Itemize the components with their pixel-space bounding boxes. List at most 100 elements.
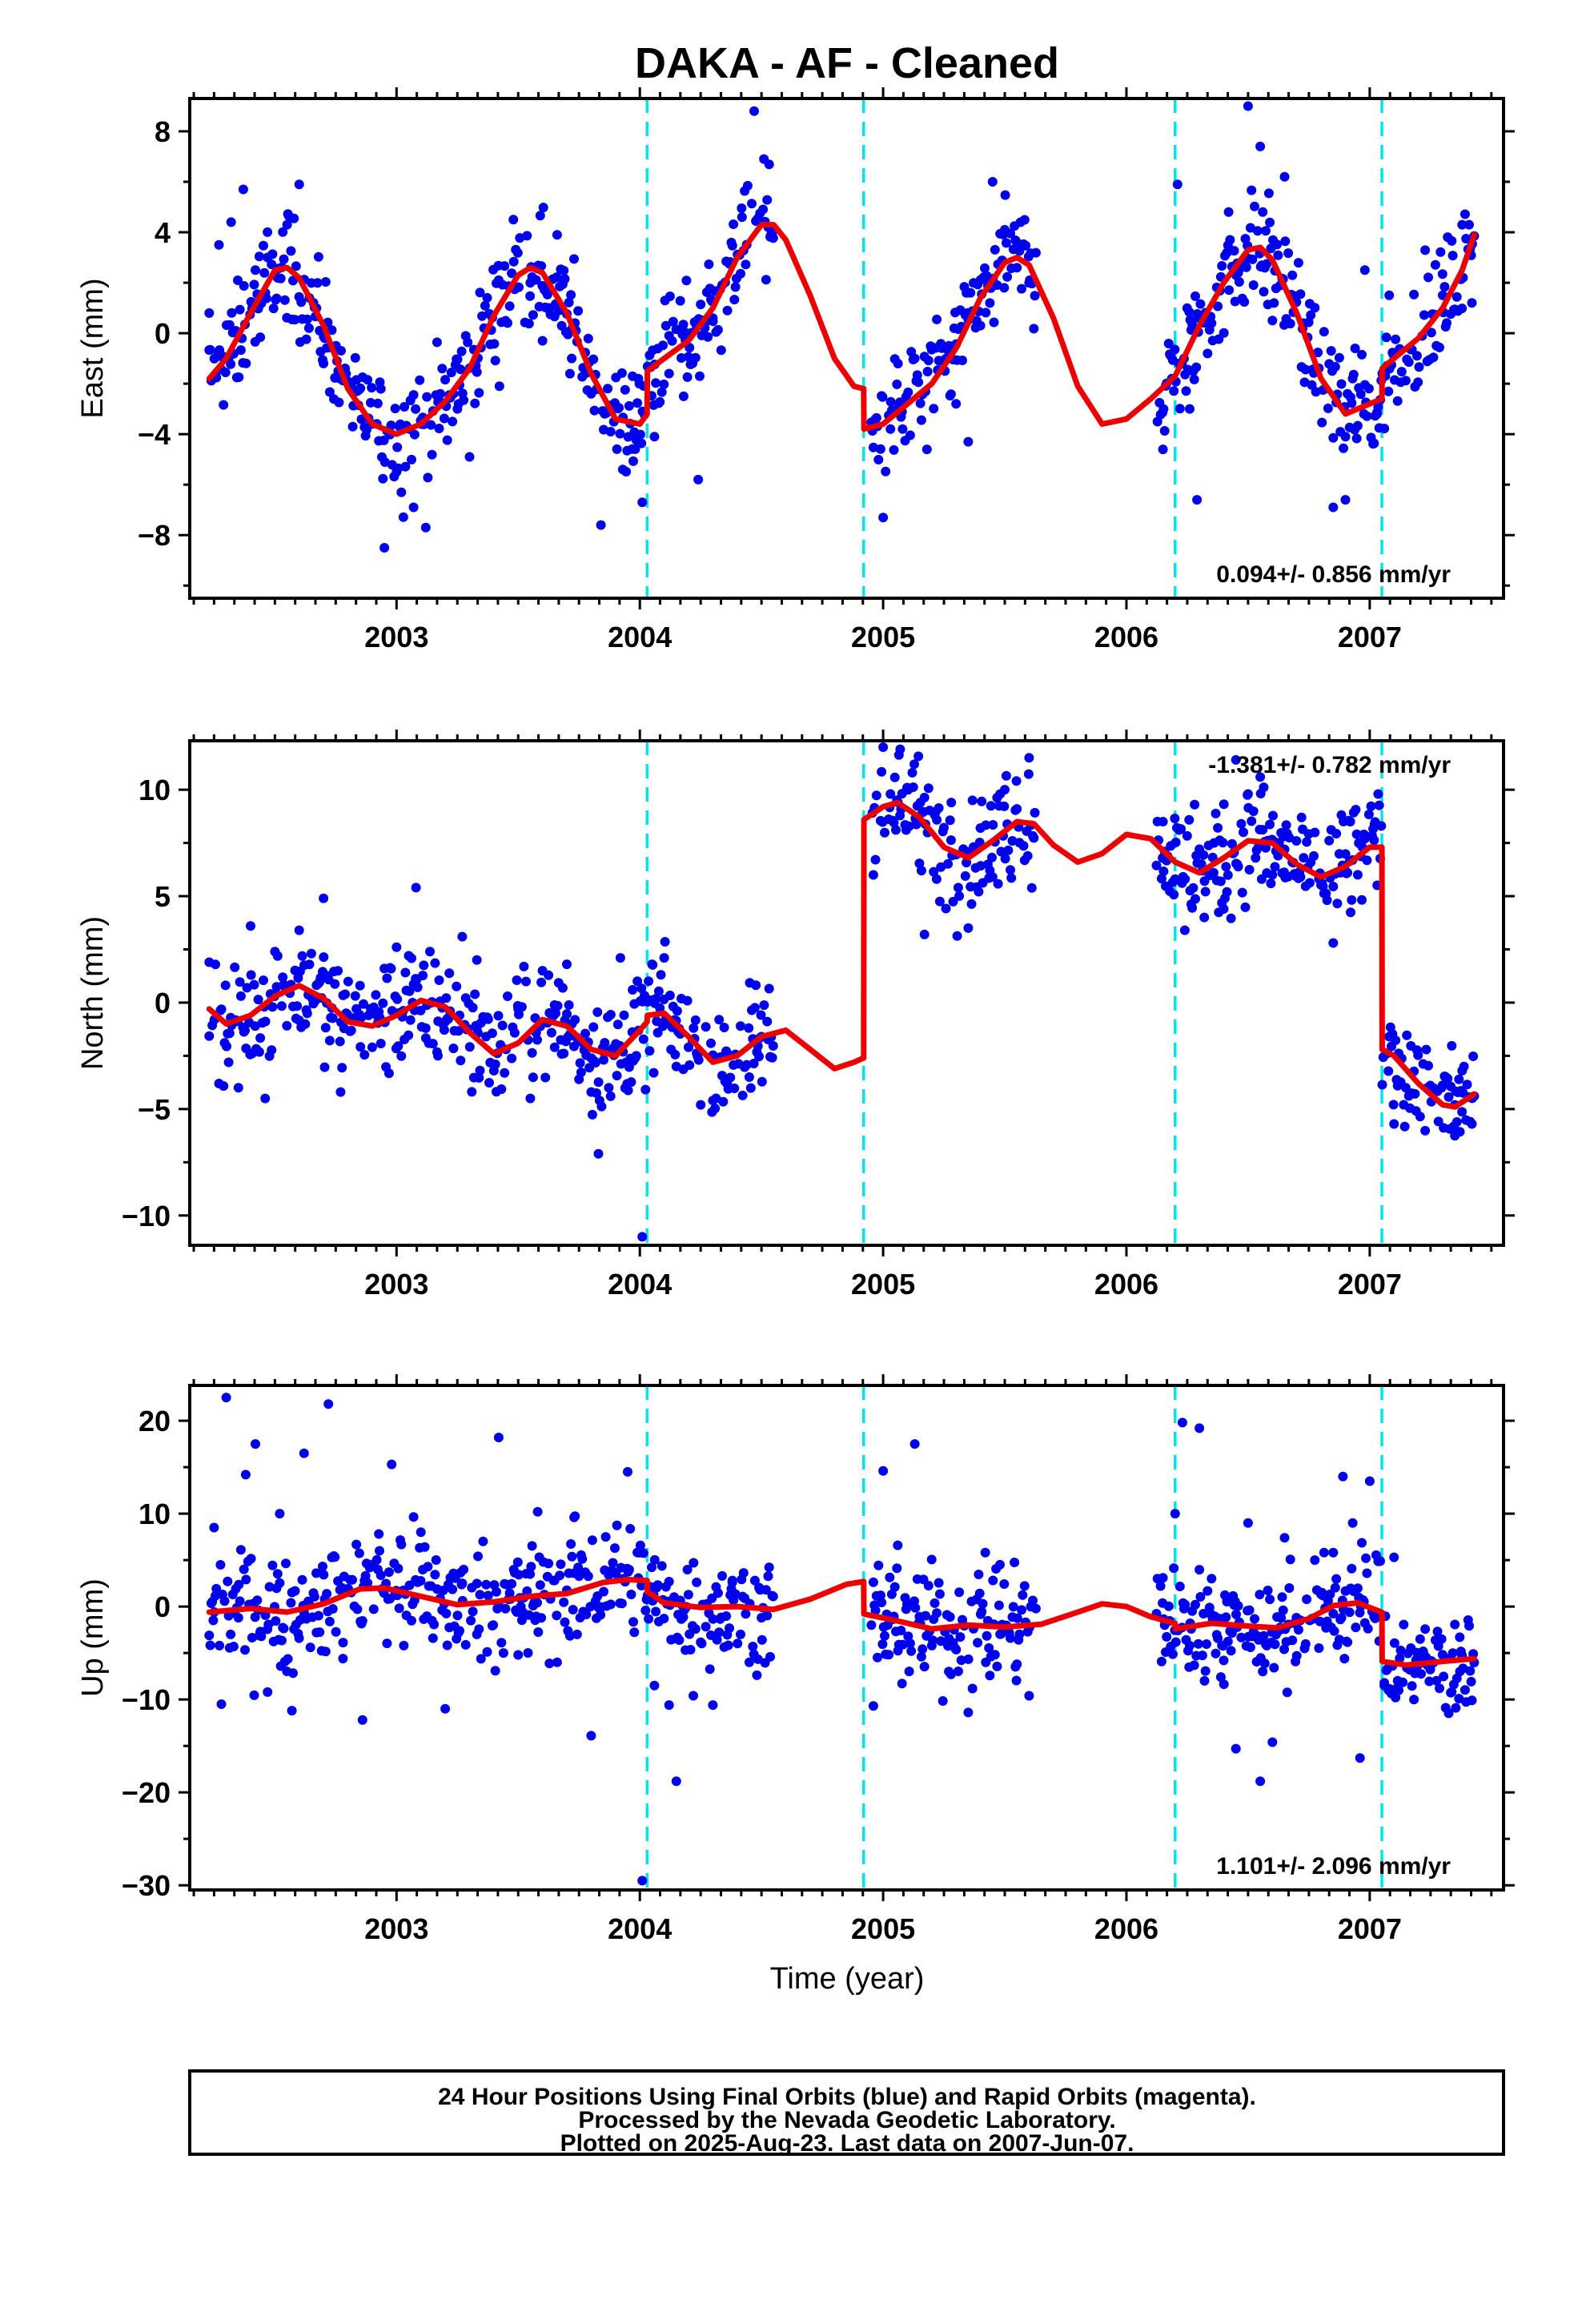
data-point [1006, 873, 1017, 883]
data-point [889, 444, 899, 455]
data-point [988, 820, 998, 830]
data-point [340, 989, 351, 999]
data-point [1348, 369, 1359, 380]
data-point [223, 1576, 233, 1586]
data-point [1158, 1573, 1168, 1583]
data-point [337, 1063, 347, 1073]
data-point [644, 1614, 654, 1624]
data-point [208, 1615, 219, 1626]
data-point [596, 520, 606, 530]
data-point [464, 1042, 475, 1052]
points-up [204, 1393, 1480, 1886]
data-point [1221, 1612, 1231, 1622]
data-point [398, 512, 408, 522]
footer-line-3: Plotted on 2025-Aug-23. Last data on 200… [560, 2130, 1134, 2157]
data-point [532, 1506, 543, 1517]
data-point [255, 1033, 266, 1043]
data-point [1347, 1518, 1358, 1528]
data-point [737, 203, 747, 213]
data-point [1396, 367, 1407, 377]
data-point [303, 323, 314, 333]
data-point [640, 1084, 651, 1095]
data-point [205, 1640, 215, 1651]
data-point [926, 1554, 937, 1565]
data-point [281, 1558, 291, 1569]
data-point [725, 1623, 734, 1634]
data-point [1395, 1645, 1406, 1655]
data-point [1391, 334, 1401, 344]
data-point [542, 289, 552, 300]
data-point [489, 339, 500, 349]
data-point [292, 1001, 303, 1011]
data-point [1215, 876, 1226, 887]
data-point [575, 1058, 585, 1068]
data-point [868, 1701, 878, 1711]
data-point [552, 230, 562, 240]
data-point [1191, 291, 1200, 301]
data-point [977, 1606, 987, 1617]
data-point [378, 473, 388, 484]
data-point [559, 1048, 569, 1059]
data-point [1269, 1663, 1279, 1673]
data-point [981, 308, 991, 318]
data-point [889, 772, 900, 782]
plot-frame [188, 97, 1505, 600]
data-point [975, 823, 986, 833]
data-point [630, 444, 640, 454]
data-point [391, 942, 402, 952]
data-point [1362, 411, 1372, 421]
data-point [275, 1509, 285, 1519]
data-point [1287, 270, 1298, 280]
x-tick-label: 2003 [364, 1912, 428, 1945]
data-point [306, 948, 316, 959]
data-point [617, 464, 628, 475]
data-point [350, 991, 360, 1001]
data-point [885, 1572, 895, 1582]
data-point [1347, 895, 1357, 905]
data-point [239, 1564, 249, 1574]
data-point [1026, 883, 1037, 893]
data-point [951, 399, 962, 409]
data-point [1452, 292, 1462, 302]
data-point [708, 1700, 718, 1711]
data-point [1231, 1743, 1241, 1754]
data-point [346, 1025, 356, 1035]
data-point [300, 1019, 311, 1029]
data-point [1223, 870, 1233, 880]
data-point [278, 227, 288, 237]
data-point [953, 883, 963, 893]
data-point [1030, 807, 1040, 818]
data-point [1369, 438, 1379, 448]
data-point [1414, 362, 1424, 372]
data-point [1340, 495, 1351, 505]
data-point [1295, 289, 1306, 300]
data-point [393, 1041, 404, 1051]
data-point [640, 1606, 651, 1615]
data-point [637, 497, 648, 508]
data-point [1300, 1638, 1311, 1649]
data-point [452, 981, 462, 991]
x-tick-label: 2005 [851, 621, 915, 653]
data-point [946, 798, 957, 808]
data-point [1184, 307, 1195, 317]
data-point [612, 1071, 622, 1081]
data-point [375, 1039, 386, 1049]
data-point [1407, 1681, 1417, 1691]
data-point [488, 1066, 499, 1076]
data-point [592, 1007, 603, 1017]
data-point [745, 1083, 756, 1093]
data-point [1255, 1776, 1266, 1787]
data-point [753, 1654, 763, 1664]
data-point [738, 1568, 749, 1578]
data-point [569, 1512, 580, 1522]
data-point [235, 991, 246, 1001]
data-point [216, 1004, 227, 1015]
data-point [478, 1536, 488, 1546]
data-point [913, 377, 924, 388]
y-tick-label: 0 [155, 987, 171, 1019]
data-point [1352, 420, 1363, 431]
data-point [668, 316, 678, 327]
x-tick-label: 2007 [1338, 621, 1402, 653]
data-point [600, 1532, 611, 1542]
data-point [960, 870, 970, 881]
